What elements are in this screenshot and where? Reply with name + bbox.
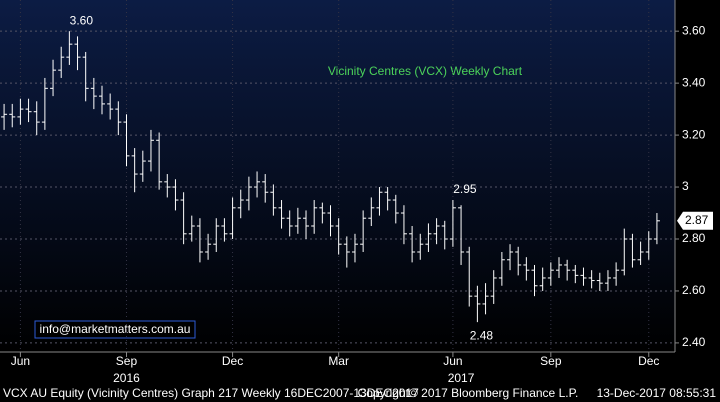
x-year-label: 2017 — [448, 371, 475, 385]
y-tick-label: 3.20 — [682, 127, 706, 141]
footer-center: Copyright© 2017 Bloomberg Finance L.P. — [358, 386, 579, 400]
y-tick-label: 3 — [682, 179, 689, 193]
y-tick-label: 2.60 — [682, 283, 706, 297]
last-price-box — [677, 211, 713, 230]
high-label: 3.60 — [70, 13, 94, 27]
footer-left: VCX AU Equity (Vicinity Centres) Graph 2… — [3, 386, 419, 400]
y-tick-label: 2.80 — [682, 231, 706, 245]
x-tick-label: Dec — [638, 354, 659, 368]
watermark: info@marketmatters.com.au — [40, 322, 191, 336]
x-year-label: 2016 — [113, 371, 140, 385]
last-price-label: 2.87 — [685, 213, 709, 227]
x-tick-label: Sep — [540, 354, 562, 368]
x-tick-label: Sep — [116, 354, 138, 368]
x-tick-label: Dec — [222, 354, 243, 368]
y-tick-label: 3.60 — [682, 23, 706, 37]
watermark-box — [34, 320, 196, 339]
low-label: 2.48 — [470, 328, 494, 342]
high-label: 2.95 — [453, 182, 477, 196]
x-tick-label: Jun — [443, 354, 462, 368]
footer-right: 13-Dec-2017 08:55:31 — [597, 386, 717, 400]
y-tick-label: 2.40 — [682, 335, 706, 349]
x-tick-label: Mar — [328, 354, 349, 368]
chart-title: Vicinity Centres (VCX) Weekly Chart — [328, 64, 523, 78]
x-tick-label: Jun — [11, 354, 30, 368]
y-tick-label: 3.40 — [682, 75, 706, 89]
plot-area — [0, 0, 675, 352]
